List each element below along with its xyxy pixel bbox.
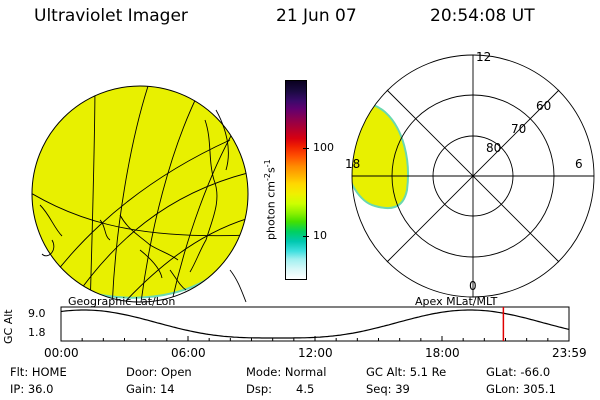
status-dsp-label: Dsp: xyxy=(246,382,273,396)
time-label: 20:54:08 UT xyxy=(430,6,535,26)
time-tick-0000: 00:00 xyxy=(44,346,79,360)
altitude-tick-min: 1.8 xyxy=(28,326,46,339)
mlat-label-60: 60 xyxy=(536,99,551,113)
status-seq: Seq: 39 xyxy=(366,382,410,396)
status-flt: Flt: HOME xyxy=(10,365,67,379)
polar-emission-region xyxy=(352,102,409,209)
polar-panel-title: Apex MLat/MLT xyxy=(415,295,498,308)
mlt-label-18: 18 xyxy=(345,157,360,171)
altitude-curve xyxy=(60,309,570,339)
colorbar-unit-label: photon cm-2s-1 xyxy=(263,159,278,240)
status-glon: GLon: 305.1 xyxy=(486,382,556,396)
status-glat: GLat: -66.0 xyxy=(486,365,551,379)
geographic-image xyxy=(31,85,249,303)
mlt-label-12: 12 xyxy=(476,50,491,64)
time-tick-1800: 18:00 xyxy=(425,346,460,360)
altitude-axis-label: GC Alt xyxy=(2,309,15,344)
coastlines xyxy=(39,109,247,303)
mlat-label-70: 70 xyxy=(511,122,526,136)
color-scale-bar xyxy=(285,80,307,280)
polar-mlat-mlt-plot: 12 0 18 6 60 70 80 xyxy=(345,50,595,298)
globe-outline xyxy=(31,85,249,303)
time-tick-1200: 12:00 xyxy=(298,346,333,360)
status-mode: Mode: Normal xyxy=(246,365,327,379)
time-tick-2359: 23:59 xyxy=(552,346,587,360)
geo-panel-title: Geographic Lat/Lon xyxy=(68,295,176,308)
polar-grid xyxy=(351,54,595,298)
mlt-label-6: 6 xyxy=(575,157,583,171)
mlt-label-0: 0 xyxy=(469,279,477,293)
altitude-time-ticks xyxy=(60,336,570,341)
altitude-plot xyxy=(60,306,570,342)
colorbar-tick-10: 10 xyxy=(313,229,327,242)
status-dsp-value: 4.5 xyxy=(296,382,315,396)
status-ip: IP: 36.0 xyxy=(10,382,54,396)
instrument-title: Ultraviolet Imager xyxy=(34,6,188,26)
time-tick-0600: 06:00 xyxy=(171,346,206,360)
altitude-tick-max: 9.0 xyxy=(28,307,46,320)
status-door: Door: Open xyxy=(126,365,192,379)
date-label: 21 Jun 07 xyxy=(276,6,357,26)
colorbar-tick-100: 100 xyxy=(313,141,334,154)
status-gc-alt: GC Alt: 5.1 Re xyxy=(366,365,447,379)
mlat-label-80: 80 xyxy=(486,141,501,155)
status-gain: Gain: 14 xyxy=(126,382,175,396)
